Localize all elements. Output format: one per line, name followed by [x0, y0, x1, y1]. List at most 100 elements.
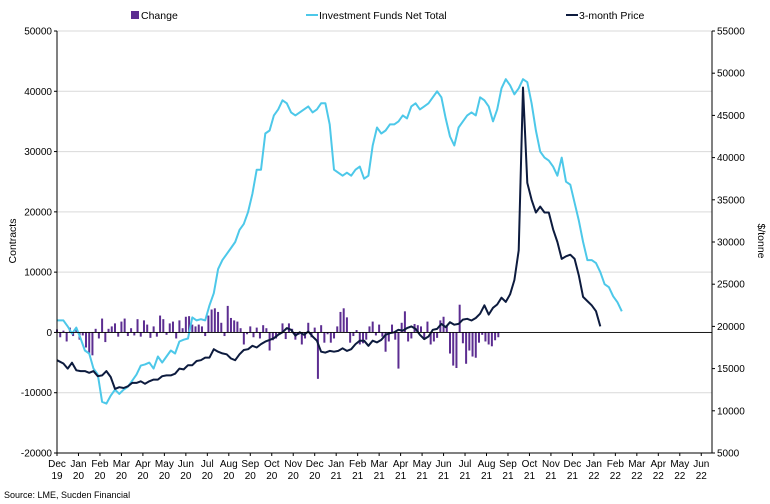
- y-right-ticks: 5000 10000 15000 20000 25000 30000 35000 40000 4…: [712, 27, 745, 460]
- change-bar: [323, 332, 326, 343]
- y-right-tick-label: 40000: [717, 153, 745, 164]
- change-bar: [249, 326, 252, 333]
- change-bar: [239, 328, 242, 333]
- legend: Change Investment Funds Net Total 3-mont…: [131, 10, 645, 22]
- change-bar: [458, 304, 461, 333]
- change-bar: [416, 325, 419, 333]
- change-bar: [436, 332, 439, 338]
- x-tick-year: 21: [417, 471, 429, 482]
- change-bar: [490, 332, 493, 347]
- change-bar: [94, 328, 97, 333]
- x-tick-year: 20: [94, 471, 106, 482]
- change-bar: [400, 322, 403, 333]
- change-bar: [362, 332, 365, 344]
- y-right-title: $/tonne: [755, 223, 767, 258]
- change-bar: [165, 332, 168, 335]
- change-bar: [149, 332, 152, 338]
- change-bars: [56, 304, 500, 379]
- change-bar: [281, 323, 284, 333]
- change-bar: [217, 311, 220, 333]
- x-tick-year: 20: [159, 471, 171, 482]
- y-right-tick-label: 35000: [717, 195, 745, 206]
- change-bar: [368, 326, 371, 333]
- x-tick-year: 21: [374, 471, 386, 482]
- change-bar: [329, 332, 332, 343]
- change-bar: [229, 317, 232, 333]
- x-tick-year: 21: [502, 471, 514, 482]
- change-bar: [72, 332, 75, 337]
- change-bar: [426, 321, 429, 333]
- change-bar: [107, 328, 110, 333]
- change-bar: [407, 332, 410, 342]
- x-tick-year: 21: [481, 471, 493, 482]
- y-left-tick-label: 10000: [24, 268, 52, 279]
- change-bar: [136, 319, 139, 333]
- change-bar: [200, 326, 203, 333]
- x-tick-month: Jan: [70, 459, 86, 470]
- change-bar: [146, 324, 149, 333]
- x-tick-month: Jun: [693, 459, 709, 470]
- change-bar: [394, 332, 397, 340]
- x-tick-year: 20: [245, 471, 257, 482]
- change-bar: [461, 332, 464, 344]
- x-tick-month: Sep: [241, 459, 259, 470]
- change-bar: [313, 327, 316, 333]
- x-tick-year: 22: [631, 471, 643, 482]
- change-bar: [178, 320, 181, 333]
- change-bar: [65, 332, 68, 342]
- change-bar: [175, 332, 178, 339]
- x-tick-month: Mar: [113, 459, 131, 470]
- change-bar: [468, 332, 471, 351]
- y-left-tick-label: 40000: [24, 87, 52, 98]
- change-bar: [307, 322, 310, 333]
- x-tick-month: May: [155, 459, 174, 470]
- change-bar: [155, 332, 158, 337]
- change-bar: [139, 332, 142, 337]
- gridlines: [57, 30, 712, 454]
- x-tick-month: Oct: [522, 459, 538, 470]
- x-tick-month: Oct: [264, 459, 280, 470]
- change-bar: [133, 332, 136, 336]
- source-note: Source: LME, Sucden Financial: [4, 490, 130, 500]
- x-tick-year: 20: [288, 471, 300, 482]
- change-bar: [226, 305, 229, 333]
- change-bar: [449, 332, 451, 354]
- change-bar: [81, 332, 84, 336]
- change-bar: [381, 332, 384, 337]
- x-tick-year: 22: [588, 471, 600, 482]
- y-right-tick-label: 55000: [717, 27, 745, 38]
- y-right-tick-label: 50000: [717, 69, 745, 80]
- y-left-title: Contracts: [7, 219, 19, 264]
- change-bar: [465, 332, 468, 364]
- change-bar: [75, 330, 78, 333]
- y-left-tick-label: -20000: [21, 449, 53, 460]
- change-bar: [191, 324, 194, 333]
- change-bar: [168, 323, 171, 333]
- change-bar: [113, 323, 116, 333]
- change-bar: [271, 332, 274, 341]
- x-tick-month: Apr: [651, 459, 667, 470]
- x-tick-month: Feb: [349, 459, 367, 470]
- change-bar: [391, 324, 394, 333]
- x-tick-year: 21: [438, 471, 450, 482]
- change-bar: [339, 311, 342, 333]
- change-bar: [326, 332, 329, 335]
- y-left-ticks: -20000 -10000 0 10000 20000 30000 40000 50000: [21, 27, 57, 460]
- change-bar: [126, 332, 129, 337]
- x-tick-year: 20: [223, 471, 235, 482]
- price-line: [56, 86, 602, 390]
- change-bar: [188, 316, 191, 333]
- x-tick-month: Jul: [459, 459, 472, 470]
- x-tick-year: 21: [567, 471, 579, 482]
- change-bar: [474, 332, 477, 358]
- change-bar: [258, 332, 261, 339]
- x-tick-year: 22: [674, 471, 686, 482]
- change-bar: [117, 332, 120, 337]
- change-bar: [252, 332, 255, 338]
- y-right-tick-label: 10000: [717, 406, 745, 417]
- legend-label-change: Change: [141, 10, 178, 22]
- x-tick-month: Sep: [499, 459, 517, 470]
- change-bar: [397, 332, 400, 369]
- x-tick-month: Dec: [564, 459, 582, 470]
